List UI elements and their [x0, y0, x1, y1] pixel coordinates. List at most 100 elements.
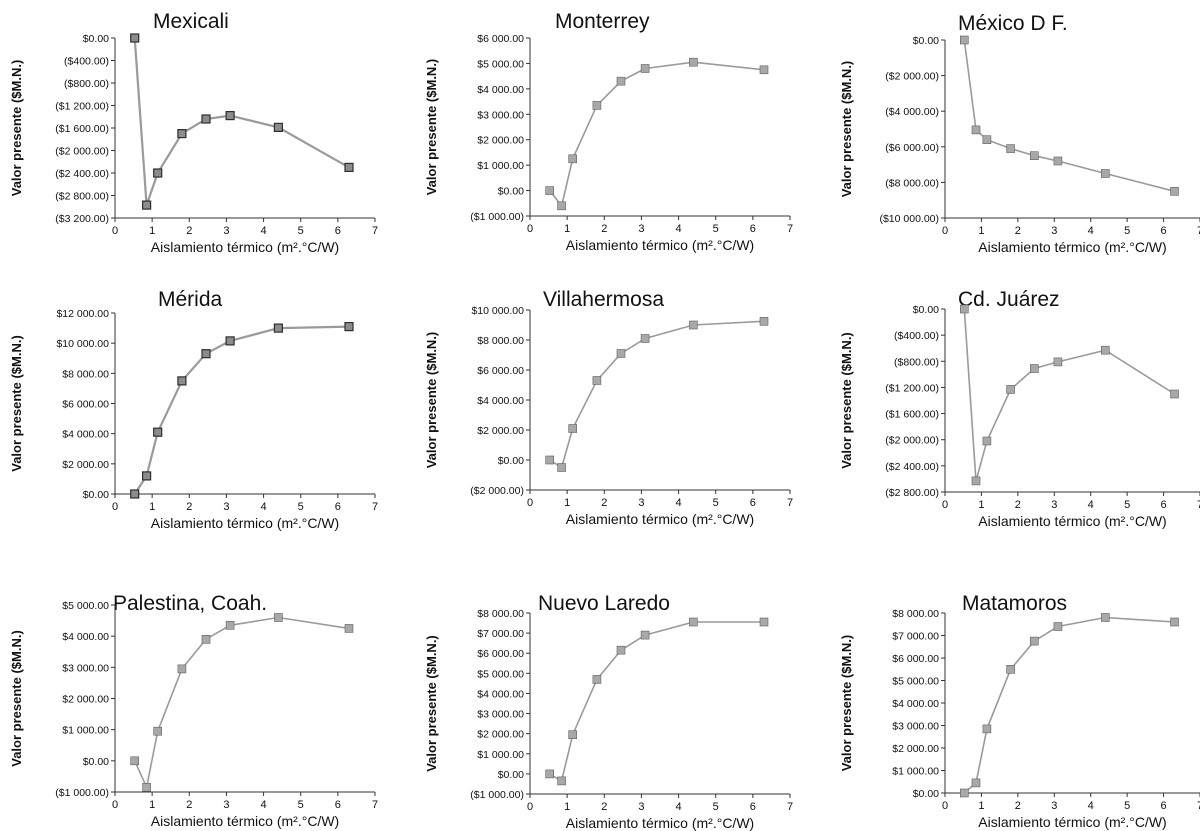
- chart-title: Mérida: [158, 288, 223, 311]
- x-tick-label: 6: [750, 223, 756, 235]
- chart-panel: Monterrey $6 000.00 $5 000.00 $4 000.00 $3 0…: [424, 10, 793, 253]
- x-tick-label: 0: [527, 223, 533, 235]
- x-tick-label: 0: [942, 800, 948, 812]
- data-point: [1170, 187, 1179, 196]
- x-tick-label: 4: [261, 501, 267, 513]
- y-tick-label: $4 000.00: [62, 631, 109, 643]
- data-point: [759, 617, 769, 627]
- data-point: [1053, 357, 1063, 367]
- y-tick-label: $0.00: [83, 489, 109, 501]
- y-tick-label: $0.00: [913, 788, 939, 800]
- series-line: [963, 616, 1175, 794]
- x-tick-label: 2: [186, 799, 192, 811]
- x-tick-label: 3: [638, 801, 644, 813]
- y-tick-label: ($2 400.00): [885, 461, 939, 473]
- x-tick-label: 1: [978, 499, 984, 511]
- x-tick-label: 5: [1124, 800, 1130, 812]
- x-tick-label: 7: [372, 799, 378, 811]
- y-axis-label: Valor presente ($M.N.): [839, 635, 854, 772]
- y-tick-label: $0.00: [498, 455, 524, 467]
- x-tick-label: 4: [1088, 800, 1094, 812]
- chart-panel: Nuevo Laredo $8 000.00 $7 000.00 $6 000.00 $…: [424, 592, 793, 831]
- y-tick-label: ($8 000.00): [885, 177, 939, 189]
- x-tick-label: 6: [1161, 225, 1167, 237]
- data-point: [640, 64, 650, 73]
- data-point: [142, 471, 152, 481]
- y-axis-label: Valor presente ($M.N.): [424, 59, 439, 196]
- y-tick-label: $4 000.00: [62, 429, 109, 441]
- data-point: [344, 322, 354, 332]
- chart-panel: México D F. $0.00 ($2 000.00) ($4 000.00) ($…: [839, 12, 1200, 255]
- x-tick-label: 7: [787, 801, 793, 813]
- data-point: [759, 65, 769, 75]
- y-tick-label: ($400.00): [894, 330, 939, 342]
- y-tick-label: ($2 000.00): [470, 485, 524, 497]
- data-point: [1101, 613, 1110, 622]
- x-axis-label: Aislamiento térmico (m².°C/W): [151, 239, 339, 255]
- y-tick-label: $6 000.00: [62, 399, 109, 411]
- data-point: [1030, 151, 1039, 160]
- chart-panel: Cd. Juárez $0.00 ($400.00) ($800.00) ($1 200…: [839, 288, 1200, 529]
- x-tick-label: 5: [713, 497, 719, 509]
- x-tick-label: 2: [1015, 225, 1021, 237]
- y-axis-label: Valor presente ($M.N.): [9, 60, 24, 197]
- x-tick-label: 4: [676, 223, 682, 235]
- x-axis-label: Aislamiento térmico (m².°C/W): [566, 815, 754, 831]
- y-tick-label: ($2 800.00): [885, 487, 939, 499]
- x-tick-label: 5: [713, 223, 719, 235]
- y-tick-label: $7 000.00: [892, 631, 939, 643]
- data-point: [592, 376, 602, 385]
- y-tick-label: $4 000.00: [477, 395, 524, 407]
- data-point: [225, 620, 235, 630]
- data-point: [982, 135, 992, 144]
- x-tick-label: 5: [1124, 499, 1130, 511]
- data-point: [1053, 156, 1063, 166]
- series-line: [133, 616, 350, 790]
- chart-title: Cd. Juárez: [958, 288, 1060, 311]
- data-point: [592, 101, 602, 110]
- data-point: [142, 782, 151, 792]
- chart-panel: Mérida $12 000.00 $10 000.00 $8 000.00 $6 00…: [9, 288, 378, 531]
- data-point: [1030, 636, 1039, 646]
- y-tick-label: $8 000.00: [62, 368, 109, 380]
- data-point: [568, 730, 578, 740]
- x-axis-label: Aislamiento térmico (m².°C/W): [151, 813, 339, 829]
- x-tick-label: 0: [527, 497, 533, 509]
- y-tick-label: ($2 000.00): [55, 146, 109, 158]
- x-tick-label: 0: [942, 499, 948, 511]
- y-tick-label: ($2 400.00): [55, 168, 109, 180]
- data-point: [640, 630, 650, 640]
- y-tick-label: $0.00: [913, 304, 939, 316]
- data-point: [959, 35, 969, 45]
- y-tick-label: $10 000.00: [56, 338, 109, 350]
- x-tick-label: 4: [676, 801, 682, 813]
- data-point: [153, 726, 162, 736]
- data-point: [1030, 364, 1039, 373]
- data-point: [130, 33, 140, 43]
- series-line: [549, 621, 764, 783]
- data-point: [1006, 664, 1015, 674]
- chart-title: Villahermosa: [543, 288, 664, 311]
- data-point: [568, 154, 578, 164]
- x-tick-label: 5: [1124, 225, 1130, 237]
- x-tick-label: 4: [676, 497, 682, 509]
- y-tick-label: $5 000.00: [62, 600, 109, 612]
- data-point: [273, 122, 283, 133]
- y-axis-label: Valor presente ($M.N.): [839, 61, 854, 198]
- y-tick-label: ($800.00): [64, 78, 109, 90]
- y-axis-label: Valor presente ($M.N.): [839, 332, 854, 469]
- data-point: [1170, 617, 1179, 627]
- x-tick-label: 2: [601, 223, 607, 235]
- data-point: [982, 724, 992, 734]
- data-point: [274, 613, 283, 622]
- y-tick-label: $0.00: [83, 33, 109, 45]
- y-axis-label: Valor presente ($M.N.): [424, 635, 439, 772]
- y-tick-label: ($400.00): [64, 56, 109, 68]
- data-point: [1170, 389, 1179, 399]
- y-tick-label: $0.00: [913, 35, 939, 47]
- y-tick-label: ($6 000.00): [885, 142, 939, 154]
- x-tick-label: 0: [527, 801, 533, 813]
- chart-title: Nuevo Laredo: [538, 592, 670, 615]
- chart-title: Monterrey: [555, 10, 650, 33]
